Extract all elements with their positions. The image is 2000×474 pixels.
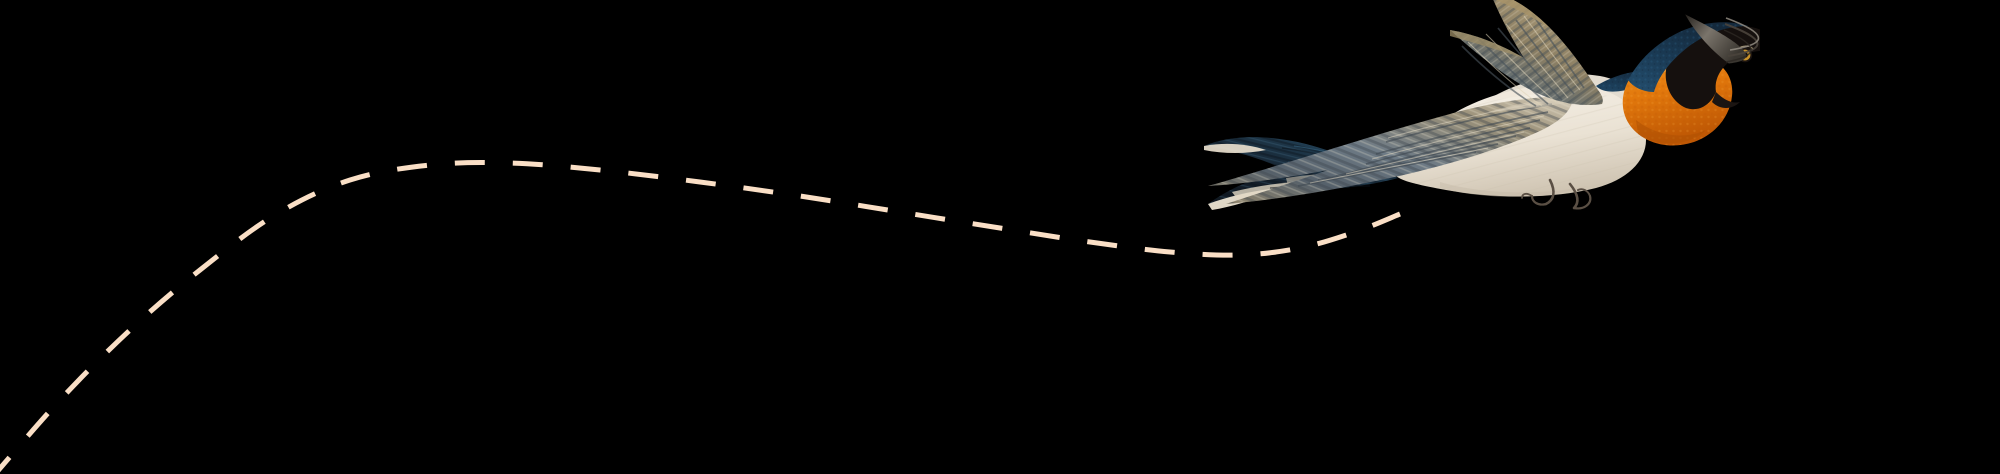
beak [1685,14,1760,64]
crown [1628,22,1748,92]
flying-bird-illustration [1080,0,1760,220]
dashed-flight-trail [0,160,1401,473]
lower-wing [1208,96,1573,204]
upper-wing [1450,0,1603,107]
feet [1521,178,1592,210]
